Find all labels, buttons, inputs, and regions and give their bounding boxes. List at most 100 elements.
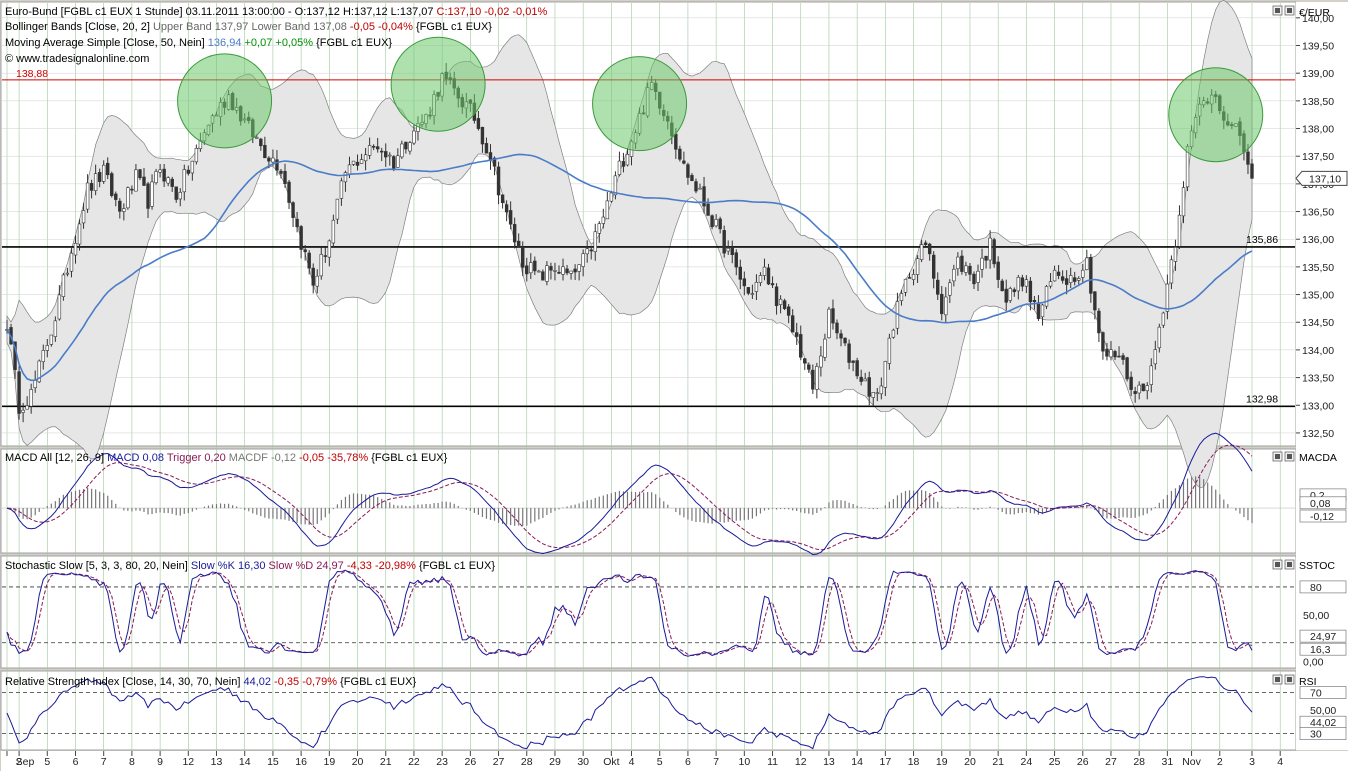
rsi-value-box [1299, 686, 1347, 699]
candle-body [1097, 310, 1101, 334]
macd-value-box [1299, 496, 1347, 510]
candle-body [682, 160, 686, 164]
legend-part: -0,05 -35,78% [299, 452, 368, 464]
candle-body [778, 298, 783, 305]
candle-body [134, 169, 138, 192]
candle-body [537, 270, 541, 273]
candle-body [1012, 289, 1016, 293]
candle-body [1153, 349, 1158, 365]
legend-part: 136,94 [208, 37, 245, 49]
price-axis-area [1296, 2, 1348, 750]
stochastic-tick-label: 80 [1310, 582, 1322, 594]
candle-body [1020, 277, 1025, 287]
candle-body [690, 175, 694, 182]
support-upper-label: 135,86 [1246, 234, 1278, 246]
minimize-icon [1275, 677, 1280, 682]
candle-body [569, 270, 573, 274]
candle-body [25, 405, 29, 410]
candle-body [770, 283, 775, 286]
candle-body [1157, 326, 1162, 349]
candle-body [335, 198, 340, 220]
candle-body [154, 171, 158, 184]
candle-body [178, 192, 182, 200]
candle-body [879, 385, 884, 395]
price-panel-name: €/EUR [1299, 7, 1330, 19]
stochastic-value-label: 16,3 [1310, 644, 1331, 656]
stochastic-panel-name: SSTOC [1299, 560, 1335, 572]
candle-body [1117, 355, 1121, 358]
candle-body [1165, 283, 1170, 312]
legend-part: {FGBL c1 EUX} [413, 21, 492, 33]
time-tick-label: 5 [657, 756, 663, 768]
candle-body [259, 138, 263, 147]
candle-body [408, 142, 412, 152]
legend-part: {FGBL c1 EUX} [368, 452, 447, 464]
candle-body [17, 371, 21, 414]
time-tick-label: Sep [16, 756, 35, 768]
candle-body [283, 171, 287, 184]
time-tick-label: 22 [408, 756, 420, 768]
time-axis-area [1, 751, 1348, 771]
time-tick-label: 6 [73, 756, 79, 768]
legend-part: Slow %K 16,30 [191, 560, 269, 572]
time-tick-label: 4 [1277, 756, 1283, 768]
candle-body [57, 294, 62, 320]
candle-body [93, 173, 98, 191]
candle-body [521, 246, 525, 268]
candle-body [674, 133, 678, 150]
stochastic-layer [2, 569, 1295, 657]
candle-body [891, 329, 896, 338]
candle-body [476, 118, 481, 129]
candle-body [988, 237, 992, 261]
candle-body [267, 157, 271, 162]
rsi-value-label: 44,02 [1310, 717, 1336, 729]
candle-body [746, 287, 751, 294]
candle-body [170, 178, 174, 187]
rsi-value-box [1299, 727, 1347, 740]
candle-body [899, 293, 904, 301]
bollinger-legend-line: Bollinger Bands [Close, 20, 2] Upper Ban… [5, 21, 492, 33]
candle-body [754, 281, 759, 292]
candle-body [327, 240, 332, 258]
candle-body [553, 270, 557, 272]
candle-body [803, 358, 807, 364]
legend-part: Bollinger Bands [Close, 20, 2] [5, 21, 153, 33]
candle-body [508, 210, 513, 225]
candle-body [1073, 277, 1077, 282]
time-tick-label: 5 [44, 756, 50, 768]
candle-body [162, 168, 166, 182]
candle-body [871, 392, 875, 398]
candle-body [875, 392, 879, 395]
candle-body [968, 265, 972, 275]
candle-body [948, 282, 952, 296]
candle-body [484, 143, 489, 154]
candle-body [371, 145, 376, 148]
candle-body [255, 137, 259, 139]
candle-body [73, 243, 78, 256]
candle-body [762, 266, 767, 276]
price-tick-label: 140,00 [1302, 13, 1334, 25]
candle-body [130, 188, 134, 191]
candle-body [750, 293, 755, 295]
candle-body [807, 364, 811, 370]
highlight-circle [177, 53, 273, 149]
candle-body [492, 157, 497, 167]
candle-body [77, 223, 82, 245]
candle-body [984, 255, 988, 261]
candle-body [110, 173, 114, 196]
minimize-icon [1275, 562, 1280, 567]
candle-body [742, 278, 747, 287]
time-tick-label: 26 [1077, 756, 1089, 768]
time-tick-label: 2 [1217, 756, 1223, 768]
minimize-icon [1275, 8, 1280, 13]
candle-body [722, 230, 726, 254]
candle-body [549, 266, 553, 271]
candle-body [97, 172, 102, 182]
time-tick-label: 8 [129, 756, 135, 768]
candle-body [605, 200, 610, 220]
candle-body [1181, 187, 1186, 217]
candle-body [710, 215, 714, 228]
time-tick-label: 19 [323, 756, 335, 768]
candle-body [347, 164, 352, 175]
macd-line [6, 432, 1253, 556]
